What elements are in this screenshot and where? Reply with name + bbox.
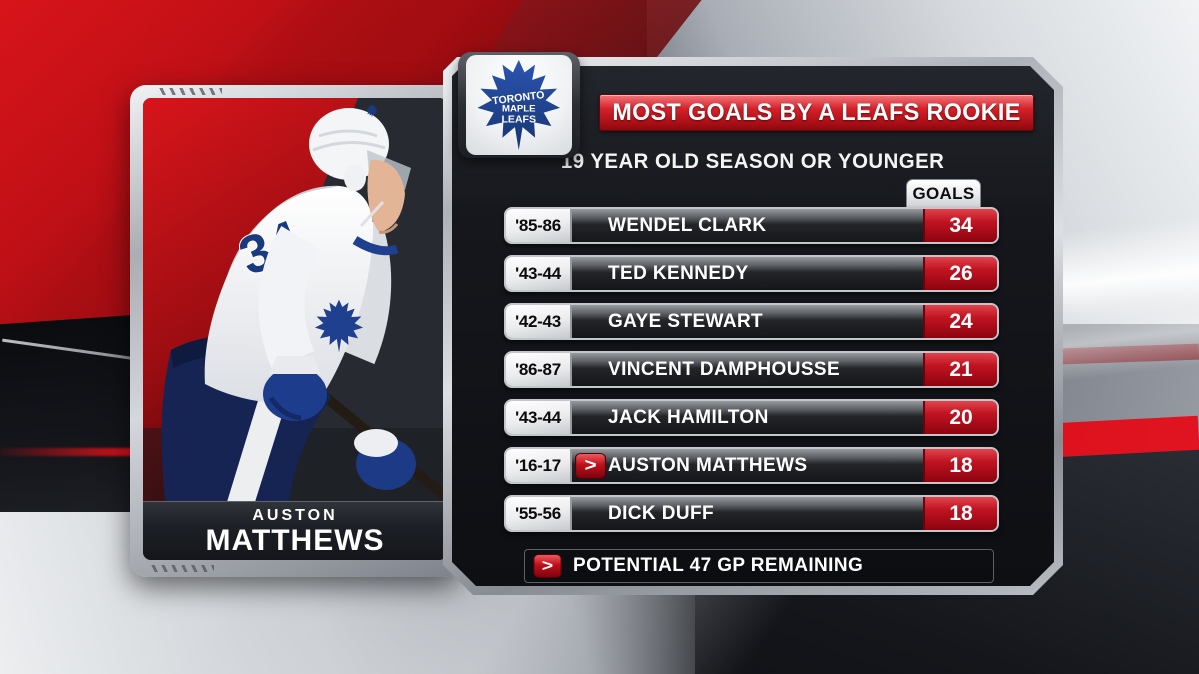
table-row: '85-86 WENDEL CLARK 34 (504, 207, 999, 244)
panel-subtitle: 19 YEAR OLD SEASON OR YOUNGER (561, 150, 945, 173)
table-row: '43-44 JACK HAMILTON 20 (504, 399, 999, 436)
frame-hash-marks (148, 565, 214, 572)
season-badge: '43-44 (506, 257, 572, 290)
chest-crest-leaf-icon (314, 299, 364, 353)
season-badge: '86-87 (506, 353, 572, 386)
team-logo-badge: TORONTO MAPLE LEAFS (458, 52, 580, 158)
goals-value: 24 (923, 305, 997, 338)
player-name: VINCENT DAMPHOUSSE (608, 358, 841, 380)
arrow-slot (572, 497, 608, 530)
logo-text-maple: MAPLE (502, 104, 536, 115)
logo-text-leafs: LEAFS (502, 113, 537, 125)
team-logo-plate: TORONTO MAPLE LEAFS (466, 55, 572, 155)
season-badge: '55-56 (506, 497, 572, 530)
table-row: '42-43 GAYE STEWART 24 (504, 303, 999, 340)
player-illustration: 34 (143, 98, 447, 502)
arrow-slot (572, 353, 608, 386)
arrow-slot (572, 401, 608, 434)
arrow-icon: > (533, 554, 562, 578)
goals-value: 18 (923, 449, 997, 482)
player-photo-card: 34 (130, 85, 460, 577)
highlight-arrow-icon: > (574, 453, 605, 479)
table-row: '55-56 DICK DUFF 18 (504, 495, 999, 532)
season-badge: '16-17 (506, 449, 572, 482)
maple-leaf-icon: TORONTO MAPLE LEAFS (477, 59, 561, 151)
player-name: WENDEL CLARK (608, 214, 767, 236)
player-first-name: AUSTON (252, 506, 338, 524)
title-banner: MOST GOALS BY A LEAFS ROOKIE (599, 94, 1034, 131)
season-badge: '43-44 (506, 401, 572, 434)
player-name: GAYE STEWART (608, 310, 764, 332)
player-name: AUSTON MATTHEWS (608, 454, 808, 476)
panel-subtitle-bar: 19 YEAR OLD SEASON OR YOUNGER (462, 146, 1044, 178)
stats-rows: '85-86 WENDEL CLARK 34 '43-44 TED KENNED… (504, 207, 999, 532)
player-name: DICK DUFF (608, 502, 714, 524)
goals-value: 18 (923, 497, 997, 530)
nameplate: AUSTON MATTHEWS (143, 501, 447, 560)
season-badge: '42-43 (506, 305, 572, 338)
goals-value: 20 (923, 401, 997, 434)
goals-value: 21 (923, 353, 997, 386)
player-name: JACK HAMILTON (608, 406, 769, 428)
panel-title: MOST GOALS BY A LEAFS ROOKIE (612, 98, 1021, 126)
footer-note: > POTENTIAL 47 GP REMAINING (524, 549, 994, 583)
arrow-slot (572, 209, 608, 242)
season-badge: '85-86 (506, 209, 572, 242)
table-row: '43-44 TED KENNEDY 26 (504, 255, 999, 292)
footer-note-text: POTENTIAL 47 GP REMAINING (573, 555, 864, 576)
goals-value: 34 (923, 209, 997, 242)
player-last-name: MATTHEWS (205, 523, 385, 557)
arrow-slot (572, 305, 608, 338)
player-name: TED KENNEDY (608, 262, 749, 284)
goals-column-header: GOALS (906, 179, 981, 207)
arrow-slot: > (572, 449, 608, 482)
arrow-slot (572, 257, 608, 290)
table-row: '16-17 > AUSTON MATTHEWS 18 (504, 447, 999, 484)
player-photo: 34 (143, 98, 447, 560)
goals-value: 26 (923, 257, 997, 290)
table-row: '86-87 VINCENT DAMPHOUSSE 21 (504, 351, 999, 388)
frame-hash-marks (156, 88, 222, 95)
